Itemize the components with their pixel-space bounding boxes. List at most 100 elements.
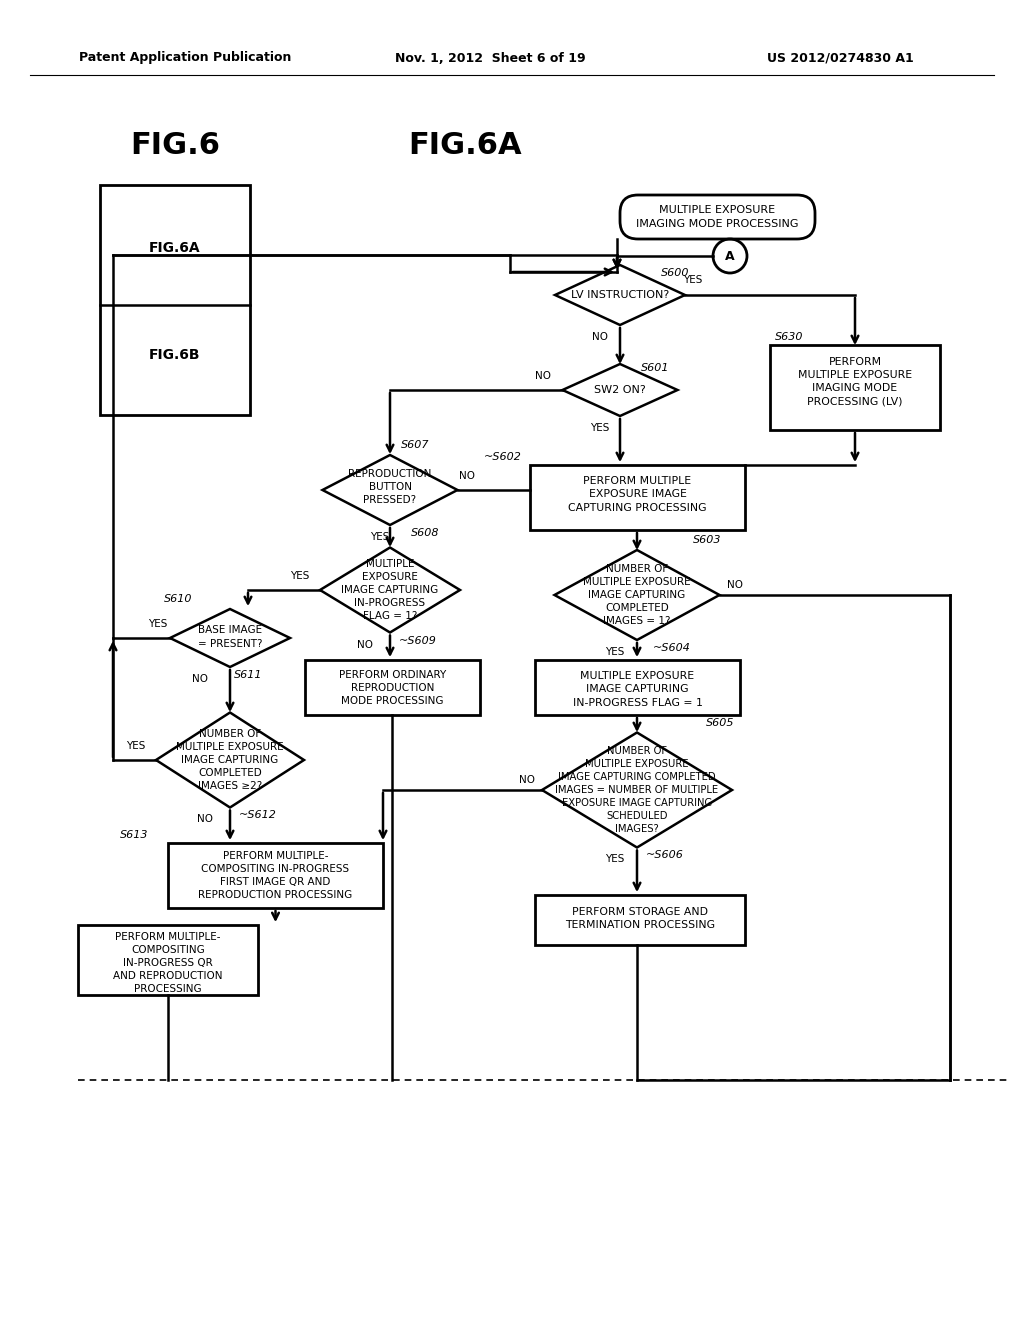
Text: S605: S605: [706, 718, 734, 727]
Text: S607: S607: [400, 440, 429, 450]
Polygon shape: [555, 550, 720, 640]
Text: BASE IMAGE: BASE IMAGE: [198, 624, 262, 635]
Text: PRESSED?: PRESSED?: [364, 495, 417, 506]
Text: NO: NO: [592, 333, 608, 342]
Text: REPRODUCTION: REPRODUCTION: [348, 469, 432, 479]
Text: ~S606: ~S606: [646, 850, 684, 861]
Bar: [100, 185, 250, 414]
Text: IMAGING MODE PROCESSING: IMAGING MODE PROCESSING: [636, 219, 799, 228]
Text: COMPOSITING IN-PROGRESS: COMPOSITING IN-PROGRESS: [202, 865, 349, 874]
Text: IMAGE CAPTURING: IMAGE CAPTURING: [587, 684, 689, 694]
Text: REPRODUCTION PROCESSING: REPRODUCTION PROCESSING: [199, 890, 352, 900]
Text: COMPOSITING: COMPOSITING: [131, 945, 205, 954]
Text: IMAGES = 1?: IMAGES = 1?: [603, 616, 671, 626]
Text: IMAGE CAPTURING: IMAGE CAPTURING: [181, 755, 279, 766]
Text: NO: NO: [519, 775, 535, 785]
Text: PROCESSING (LV): PROCESSING (LV): [807, 396, 903, 407]
Text: NO: NO: [357, 639, 373, 649]
Text: YES: YES: [148, 619, 168, 630]
Text: SW2 ON?: SW2 ON?: [594, 385, 646, 395]
Text: PERFORM MULTIPLE-: PERFORM MULTIPLE-: [223, 851, 329, 861]
Text: PERFORM MULTIPLE: PERFORM MULTIPLE: [584, 477, 691, 486]
Text: AND REPRODUCTION: AND REPRODUCTION: [114, 972, 223, 981]
Bar: [168, 843, 383, 908]
Polygon shape: [323, 455, 458, 525]
Text: NO: NO: [197, 814, 213, 825]
Text: SCHEDULED: SCHEDULED: [606, 810, 668, 821]
Text: Nov. 1, 2012  Sheet 6 of 19: Nov. 1, 2012 Sheet 6 of 19: [394, 51, 586, 65]
Text: IN-PROGRESS: IN-PROGRESS: [354, 598, 426, 609]
Text: FLAG = 1?: FLAG = 1?: [362, 611, 417, 620]
Text: IMAGES?: IMAGES?: [615, 824, 658, 834]
Text: YES: YES: [683, 275, 702, 285]
Text: NUMBER OF: NUMBER OF: [607, 746, 667, 756]
Text: MULTIPLE EXPOSURE: MULTIPLE EXPOSURE: [176, 742, 284, 752]
Text: PERFORM MULTIPLE-: PERFORM MULTIPLE-: [116, 932, 221, 942]
Text: PERFORM: PERFORM: [828, 356, 882, 367]
Text: ~S602: ~S602: [484, 451, 522, 462]
Text: EXPOSURE IMAGE CAPTURING: EXPOSURE IMAGE CAPTURING: [562, 799, 712, 808]
Text: S608: S608: [411, 528, 439, 539]
Text: REPRODUCTION: REPRODUCTION: [351, 682, 434, 693]
Text: US 2012/0274830 A1: US 2012/0274830 A1: [767, 51, 913, 65]
Text: S601: S601: [641, 363, 670, 374]
Bar: [78, 925, 258, 995]
Polygon shape: [562, 364, 678, 416]
Text: CAPTURING PROCESSING: CAPTURING PROCESSING: [568, 503, 707, 513]
Text: TERMINATION PROCESSING: TERMINATION PROCESSING: [565, 920, 715, 931]
Text: FIG.6B: FIG.6B: [150, 348, 201, 362]
Bar: [305, 660, 480, 715]
Text: ~S609: ~S609: [399, 635, 437, 645]
Text: A: A: [725, 249, 735, 263]
Text: YES: YES: [590, 422, 609, 433]
Text: S610: S610: [164, 594, 193, 605]
Text: FIG.6: FIG.6: [130, 131, 220, 160]
Text: PERFORM ORDINARY: PERFORM ORDINARY: [339, 671, 446, 680]
Polygon shape: [542, 733, 732, 847]
Text: PERFORM STORAGE AND: PERFORM STORAGE AND: [572, 907, 708, 917]
Text: IN-PROGRESS QR: IN-PROGRESS QR: [123, 958, 213, 968]
Text: MULTIPLE EXPOSURE: MULTIPLE EXPOSURE: [586, 759, 689, 770]
Text: IMAGES = NUMBER OF MULTIPLE: IMAGES = NUMBER OF MULTIPLE: [555, 785, 719, 795]
Text: FIRST IMAGE QR AND: FIRST IMAGE QR AND: [220, 876, 331, 887]
Text: EXPOSURE IMAGE: EXPOSURE IMAGE: [589, 488, 686, 499]
Text: PROCESSING: PROCESSING: [134, 983, 202, 994]
Text: S603: S603: [693, 535, 722, 545]
Text: BUTTON: BUTTON: [369, 482, 412, 492]
Text: IN-PROGRESS FLAG = 1: IN-PROGRESS FLAG = 1: [572, 698, 702, 708]
Text: MULTIPLE EXPOSURE: MULTIPLE EXPOSURE: [581, 671, 694, 681]
Text: FIG.6A: FIG.6A: [409, 131, 522, 160]
Text: YES: YES: [291, 572, 309, 581]
Text: IMAGING MODE: IMAGING MODE: [812, 383, 898, 393]
Bar: [535, 895, 745, 945]
Text: IMAGE CAPTURING: IMAGE CAPTURING: [341, 585, 438, 595]
Text: MULTIPLE EXPOSURE: MULTIPLE EXPOSURE: [659, 205, 775, 215]
Text: NO: NO: [535, 371, 551, 381]
Polygon shape: [170, 609, 290, 667]
Text: LV INSTRUCTION?: LV INSTRUCTION?: [570, 290, 669, 300]
Text: MULTIPLE EXPOSURE: MULTIPLE EXPOSURE: [584, 577, 691, 587]
Text: YES: YES: [605, 854, 625, 865]
Bar: [770, 345, 940, 430]
Text: S613: S613: [120, 830, 148, 840]
Text: YES: YES: [371, 532, 390, 543]
Text: IMAGE CAPTURING: IMAGE CAPTURING: [589, 590, 686, 601]
Text: COMPLETED: COMPLETED: [605, 603, 669, 612]
Text: ~S604: ~S604: [653, 643, 691, 653]
Text: IMAGE CAPTURING COMPLETED: IMAGE CAPTURING COMPLETED: [558, 772, 716, 781]
Text: MODE PROCESSING: MODE PROCESSING: [341, 696, 443, 706]
Polygon shape: [555, 265, 685, 325]
Text: IMAGES ≥2?: IMAGES ≥2?: [198, 781, 262, 791]
Text: NUMBER OF: NUMBER OF: [199, 729, 261, 739]
Text: EXPOSURE: EXPOSURE: [362, 572, 418, 582]
Text: NO: NO: [726, 579, 742, 590]
Text: NO: NO: [193, 675, 208, 684]
Text: Patent Application Publication: Patent Application Publication: [79, 51, 291, 65]
Text: NO: NO: [460, 471, 475, 480]
Text: YES: YES: [126, 741, 145, 751]
FancyBboxPatch shape: [620, 195, 815, 239]
Text: ~S612: ~S612: [239, 810, 276, 821]
Bar: [530, 465, 745, 531]
Text: MULTIPLE EXPOSURE: MULTIPLE EXPOSURE: [798, 370, 912, 380]
Text: MULTIPLE: MULTIPLE: [366, 558, 415, 569]
